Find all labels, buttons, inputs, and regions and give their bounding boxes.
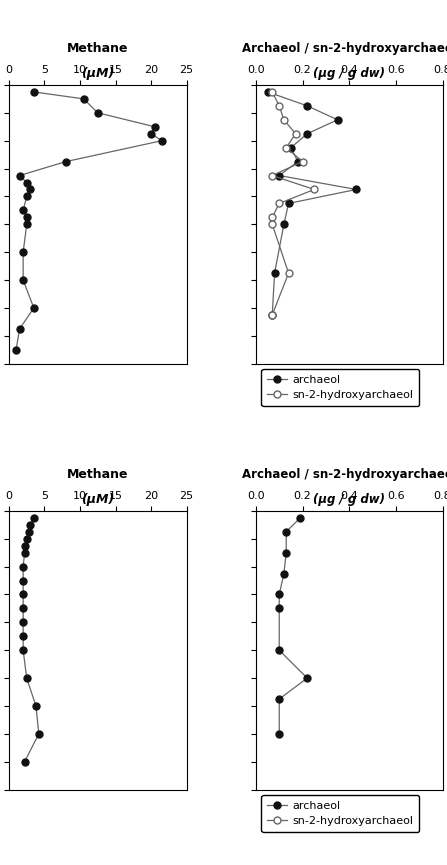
archaeol xyxy=(277,728,282,739)
sn-2-hydroxyarchaeol xyxy=(312,184,317,195)
archaeol xyxy=(286,198,291,208)
archaeol xyxy=(283,527,289,537)
Legend: archaeol, sn-2-hydroxyarchaeol: archaeol, sn-2-hydroxyarchaeol xyxy=(261,795,419,832)
sn-2-hydroxyarchaeol xyxy=(293,129,298,139)
Line: sn-2-hydroxyarchaeol: sn-2-hydroxyarchaeol xyxy=(269,88,318,318)
archaeol xyxy=(281,568,287,579)
archaeol xyxy=(295,157,300,167)
Text: (μg / g dw): (μg / g dw) xyxy=(313,67,385,80)
Text: Archaeol / sn-2-hydroxyarchaeol: Archaeol / sn-2-hydroxyarchaeol xyxy=(242,468,447,481)
sn-2-hydroxyarchaeol xyxy=(300,157,305,167)
sn-2-hydroxyarchaeol xyxy=(283,143,289,153)
sn-2-hydroxyarchaeol xyxy=(270,212,275,222)
archaeol xyxy=(277,694,282,704)
archaeol xyxy=(298,513,303,523)
archaeol xyxy=(304,673,310,683)
archaeol xyxy=(277,603,282,613)
archaeol xyxy=(277,589,282,599)
sn-2-hydroxyarchaeol xyxy=(270,219,275,229)
Text: (μM): (μM) xyxy=(81,493,114,506)
sn-2-hydroxyarchaeol xyxy=(281,114,287,125)
archaeol xyxy=(283,548,289,558)
Text: Archaeol / sn-2-hydroxyarchaeol: Archaeol / sn-2-hydroxyarchaeol xyxy=(242,42,447,55)
sn-2-hydroxyarchaeol xyxy=(277,100,282,111)
archaeol xyxy=(335,114,340,125)
Text: (μg / g dw): (μg / g dw) xyxy=(313,493,385,506)
archaeol xyxy=(272,268,277,279)
archaeol xyxy=(354,184,359,195)
archaeol xyxy=(304,129,310,139)
Text: Methane: Methane xyxy=(67,468,129,481)
archaeol xyxy=(277,170,282,181)
archaeol xyxy=(281,219,287,229)
archaeol xyxy=(277,645,282,656)
archaeol xyxy=(288,143,294,153)
Text: (μM): (μM) xyxy=(81,67,114,80)
sn-2-hydroxyarchaeol xyxy=(286,268,291,279)
sn-2-hydroxyarchaeol xyxy=(277,198,282,208)
Line: archaeol: archaeol xyxy=(276,515,311,737)
archaeol xyxy=(304,100,310,111)
Text: Methane: Methane xyxy=(67,42,129,55)
sn-2-hydroxyarchaeol xyxy=(270,86,275,97)
Legend: archaeol, sn-2-hydroxyarchaeol: archaeol, sn-2-hydroxyarchaeol xyxy=(261,369,419,406)
archaeol xyxy=(265,86,270,97)
sn-2-hydroxyarchaeol xyxy=(270,310,275,320)
sn-2-hydroxyarchaeol xyxy=(270,170,275,181)
archaeol xyxy=(270,310,275,320)
Line: archaeol: archaeol xyxy=(264,88,360,318)
